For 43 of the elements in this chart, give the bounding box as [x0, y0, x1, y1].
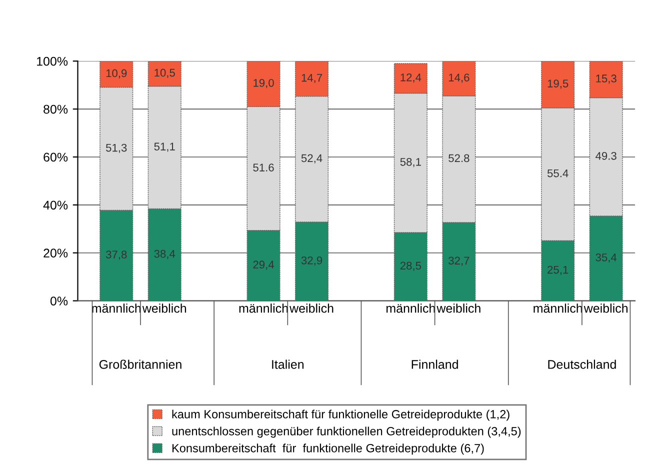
- data-label: 51,3: [106, 144, 127, 154]
- data-label: 35,4: [596, 253, 617, 263]
- data-label: 37,8: [106, 250, 127, 260]
- data-label: 32,9: [301, 256, 322, 266]
- data-label: 10,9: [106, 69, 127, 78]
- text: Italien: [272, 360, 304, 369]
- data-label: 38,4: [154, 250, 176, 260]
- data-label: 25,1: [548, 266, 568, 276]
- data-label: 14,7: [302, 74, 322, 84]
- legend-label: kaum Konsumbereitschaft für funktionelle Getreideprodukte (1,2): [172, 410, 510, 421]
- y-tick-label: 80%: [44, 104, 68, 114]
- data-label: 10,5: [154, 68, 175, 78]
- x-tick-label: weiblich: [142, 304, 186, 313]
- data-label: 19,5: [548, 80, 568, 89]
- data-label: 14,6: [448, 74, 470, 83]
- data-label: 15,3: [596, 74, 616, 84]
- y-tick-label: 100%: [37, 56, 68, 66]
- y-tick-label: 0%: [50, 296, 68, 306]
- y-tick-label: 60%: [44, 152, 68, 162]
- data-label: 29,4: [253, 260, 274, 270]
- text: Großbritannien: [99, 360, 182, 369]
- x-tick-label: männlich: [239, 304, 288, 313]
- data-label: 55.4: [547, 169, 568, 178]
- data-label: 12,4: [400, 73, 422, 83]
- data-label: 32,7: [448, 256, 470, 266]
- x-tick-label: männlich: [386, 304, 435, 313]
- data-label: 28,5: [400, 262, 422, 271]
- x-tick-label: weiblich: [584, 304, 628, 313]
- legend-label: unentschlossen gegenüber funktionellen Getreideprodukten (3,4,5): [172, 426, 521, 438]
- data-label: 52,4: [301, 154, 322, 164]
- text: Deutschland: [548, 360, 616, 369]
- data-label: 51,1: [154, 142, 175, 152]
- data-label: 51.6: [253, 164, 274, 172]
- data-label: 19,0: [254, 78, 274, 88]
- data-label: 49.3: [596, 152, 616, 160]
- data-label: 52.8: [448, 154, 470, 162]
- x-tick-label: weiblich: [436, 304, 480, 313]
- data-label: 58,1: [400, 158, 421, 168]
- text: Finnland: [412, 360, 458, 369]
- y-tick-label: 20%: [44, 248, 68, 258]
- legend-label: Konsumbereitschaft für funktionelle Getreideprodukte (6,7): [172, 444, 484, 455]
- x-tick-label: weiblich: [290, 304, 334, 313]
- y-tick-label: 40%: [43, 200, 68, 210]
